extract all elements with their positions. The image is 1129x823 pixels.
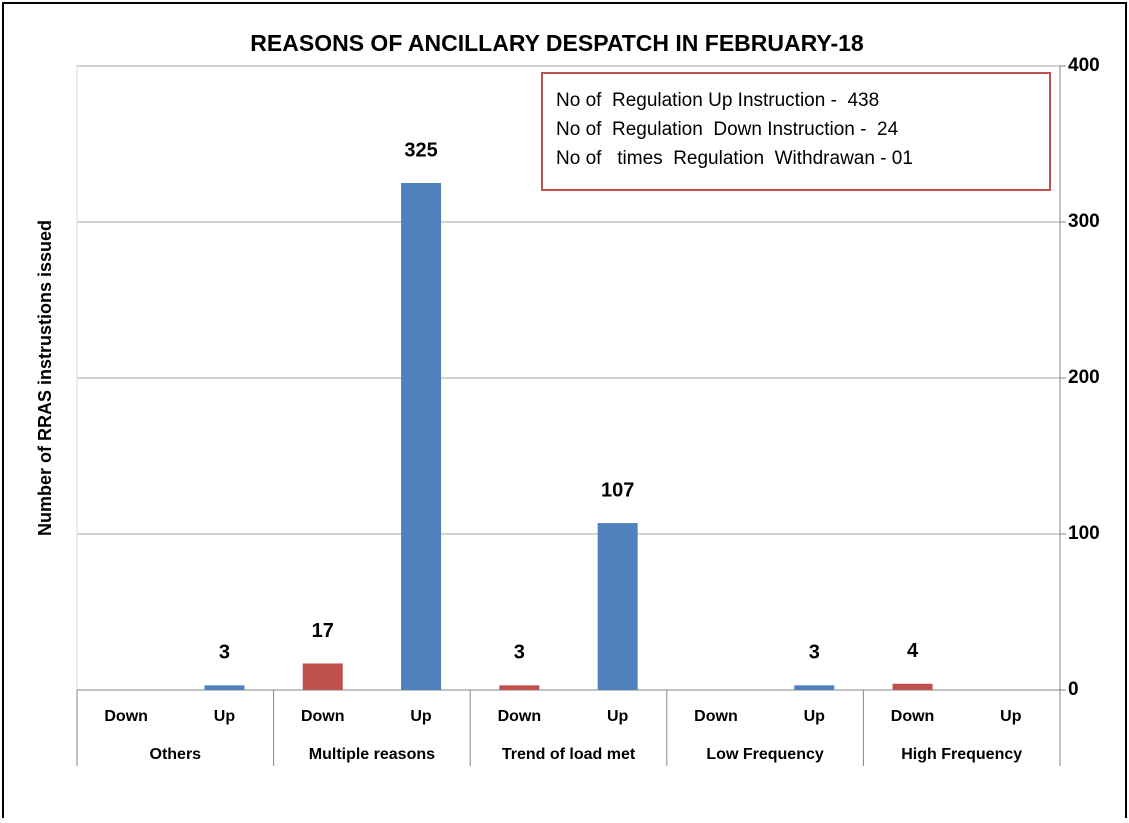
y-tick-label: 300 — [1068, 211, 1100, 232]
data-label: 3 — [219, 642, 230, 664]
x-group-label: Multiple reasons — [309, 746, 435, 763]
y-tick-label: 0 — [1068, 679, 1079, 700]
bar — [892, 683, 933, 690]
bar — [204, 685, 245, 690]
data-label: 107 — [601, 479, 634, 501]
x-tick-label: Up — [410, 708, 432, 725]
y-tick-label: 400 — [1068, 55, 1100, 76]
x-tick-label: Down — [104, 708, 148, 725]
x-group-label: Low Frequency — [706, 746, 823, 763]
x-tick-label: Down — [694, 708, 738, 725]
data-label: 3 — [514, 642, 525, 664]
x-tick-label: Up — [804, 708, 826, 725]
x-tick-label: Up — [1000, 708, 1022, 725]
bar — [794, 685, 835, 690]
data-label: 325 — [404, 139, 437, 161]
bar — [401, 183, 442, 690]
y-axis-label: Number of RRAS instrustions issued — [35, 220, 55, 536]
data-label: 4 — [907, 640, 919, 662]
x-tick-label: Up — [607, 708, 629, 725]
annotation: No of Regulation Up Instruction - 438 — [556, 90, 879, 111]
annotation: No of times Regulation Withdrawan - 01 — [556, 148, 913, 169]
annotation-box — [541, 72, 1051, 191]
x-group-label: High Frequency — [901, 746, 1022, 763]
data-label: 17 — [312, 620, 334, 642]
annotation: No of Regulation Down Instruction - 24 — [556, 119, 899, 140]
x-tick-label: Down — [301, 708, 345, 725]
data-label: 3 — [809, 642, 820, 664]
x-tick-label: Down — [891, 708, 935, 725]
x-group-label: Trend of load met — [502, 746, 636, 763]
bar — [499, 685, 540, 690]
bar — [597, 523, 638, 690]
x-group-label: Others — [150, 746, 202, 763]
x-tick-label: Down — [498, 708, 542, 725]
chart-title: REASONS OF ANCILLARY DESPATCH IN FEBRUAR… — [250, 30, 864, 56]
y-tick-label: 100 — [1068, 523, 1100, 544]
x-tick-label: Up — [214, 708, 236, 725]
bar — [302, 663, 343, 690]
y-tick-label: 200 — [1068, 367, 1100, 388]
